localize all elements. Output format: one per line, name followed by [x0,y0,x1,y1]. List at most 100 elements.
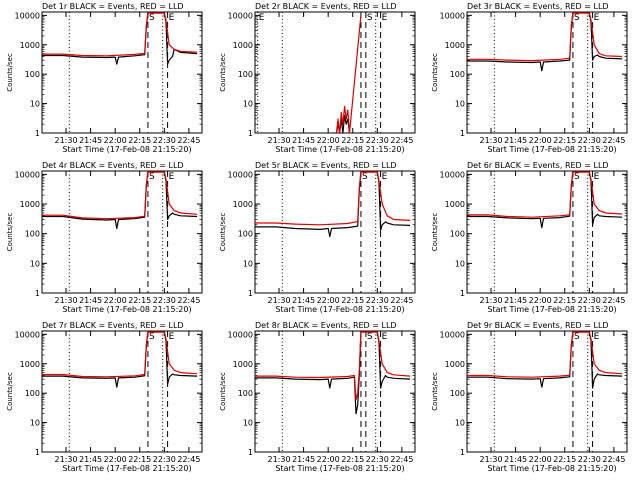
series-line-lld [467,12,623,62]
x-tick-label: 22:30 [366,136,389,145]
y-tick-label: 10000 [440,330,465,339]
chart-panel-9: Det 9r BLACK = Events, RED = LLD 1 10 100 10… [431,321,628,473]
y-tick-label: 10 [455,259,465,268]
event-label: S [574,172,580,182]
x-tick-label: 21:30 [267,296,290,305]
y-tick-label: 100 [450,70,465,79]
y-tick-label: 10000 [228,170,253,179]
y-tick-label: 100 [238,230,253,239]
y-tick-label: 1000 [20,360,40,369]
x-tick-label: 22:30 [578,136,601,145]
chart-title: Det 8r BLACK = Events, RED = LLD [255,321,397,330]
y-axis-label: Counts/sec [219,213,227,252]
x-axis-label: Start Time (17-Feb-08 21:15:20) [487,464,616,473]
x-tick-label: 22:15 [128,455,151,464]
y-axis-label: Counts/sec [431,53,439,92]
chart-title: Det 2r BLACK = Events, RED = LLD [255,2,397,11]
x-tick-label: 22:15 [128,296,151,305]
event-label: E [382,172,388,182]
x-tick-label: 22:15 [341,455,364,464]
x-tick-label: 22:30 [366,455,389,464]
x-tick-label: 21:30 [54,136,77,145]
event-label: E [259,13,265,23]
y-axis-label: Counts/sec [6,213,14,252]
x-tick-label: 21:30 [54,296,77,305]
x-tick-label: 21:45 [79,296,102,305]
event-label: S [362,172,368,182]
x-tick-label: 22:30 [366,296,389,305]
series-line-lld [42,12,198,57]
x-tick-label: 22:00 [317,136,340,145]
y-tick-label: 100 [238,70,253,79]
chart-title: Det 5r BLACK = Events, RED = LLD [255,161,397,170]
x-tick-label: 22:30 [153,455,176,464]
y-tick-label: 10 [455,419,465,428]
y-tick-label: 10 [30,419,40,428]
x-tick-label: 21:30 [479,296,502,305]
x-tick-label: 22:45 [602,455,625,464]
event-label: E [169,13,175,23]
event-label: S [367,13,373,23]
y-tick-label: 1 [35,448,40,457]
event-label: E [594,332,600,342]
x-axis-label: Start Time (17-Feb-08 21:15:20) [62,464,191,473]
plot-frame [466,170,628,294]
x-tick-label: 22:00 [529,455,552,464]
y-tick-label: 10 [243,259,253,268]
event-label: S [574,332,580,342]
event-label: S [574,13,580,23]
y-axis-label: Counts/sec [219,53,227,92]
plot-frame [466,11,628,134]
chart-title: Det 6r BLACK = Events, RED = LLD [467,161,609,170]
y-tick-label: 1000 [233,200,253,209]
plot-frame [254,11,416,134]
event-label: E [382,332,388,342]
y-tick-label: 10000 [15,330,40,339]
x-tick-label: 22:30 [578,296,601,305]
event-label: S [149,172,155,182]
event-label: E [382,13,388,23]
x-tick-label: 21:45 [79,455,102,464]
y-axis-label: Counts/sec [431,372,439,411]
y-tick-label: 1000 [233,360,253,369]
x-tick-label: 22:45 [177,296,200,305]
x-axis-label: Start Time (17-Feb-08 21:15:20) [62,145,191,154]
chart-panel-5: Det 5r BLACK = Events, RED = LLD 1 10 100 10… [219,161,416,314]
y-tick-label: 10 [243,100,253,109]
plot-frame [41,11,203,134]
y-tick-label: 1 [35,129,40,138]
series-line-lld [255,171,411,226]
x-axis-label: Start Time (17-Feb-08 21:15:20) [62,305,191,314]
series-line-lld [335,15,362,134]
chart-panel-4: Det 4r BLACK = Events, RED = LLD 1 10 100 10… [6,161,203,314]
series-line-lld [467,331,623,378]
x-tick-label: 21:30 [54,455,77,464]
y-tick-label: 1000 [20,41,40,50]
y-tick-label: 1 [248,448,253,457]
x-tick-label: 22:45 [390,136,413,145]
y-tick-label: 1 [460,129,465,138]
x-tick-label: 22:00 [529,296,552,305]
y-tick-label: 10000 [228,330,253,339]
x-tick-label: 21:30 [267,455,290,464]
x-tick-label: 22:45 [602,136,625,145]
x-tick-label: 22:00 [529,136,552,145]
x-tick-label: 22:15 [553,136,576,145]
y-tick-label: 1 [35,289,40,298]
plot-frame [466,330,628,453]
x-tick-label: 22:45 [602,296,625,305]
series-line-lld [467,171,623,218]
y-tick-label: 1000 [445,360,465,369]
x-tick-label: 22:15 [128,136,151,145]
y-tick-label: 10000 [228,11,253,20]
y-tick-label: 10000 [15,11,40,20]
x-tick-label: 22:30 [153,136,176,145]
series-line-lld [42,331,198,378]
x-tick-label: 21:30 [479,455,502,464]
event-label: S [149,332,155,342]
y-tick-label: 100 [25,230,40,239]
plot-frame [254,170,416,294]
y-tick-label: 1 [460,448,465,457]
chart-panel-3: Det 3r BLACK = Events, RED = LLD 1 10 100 10… [431,2,628,154]
